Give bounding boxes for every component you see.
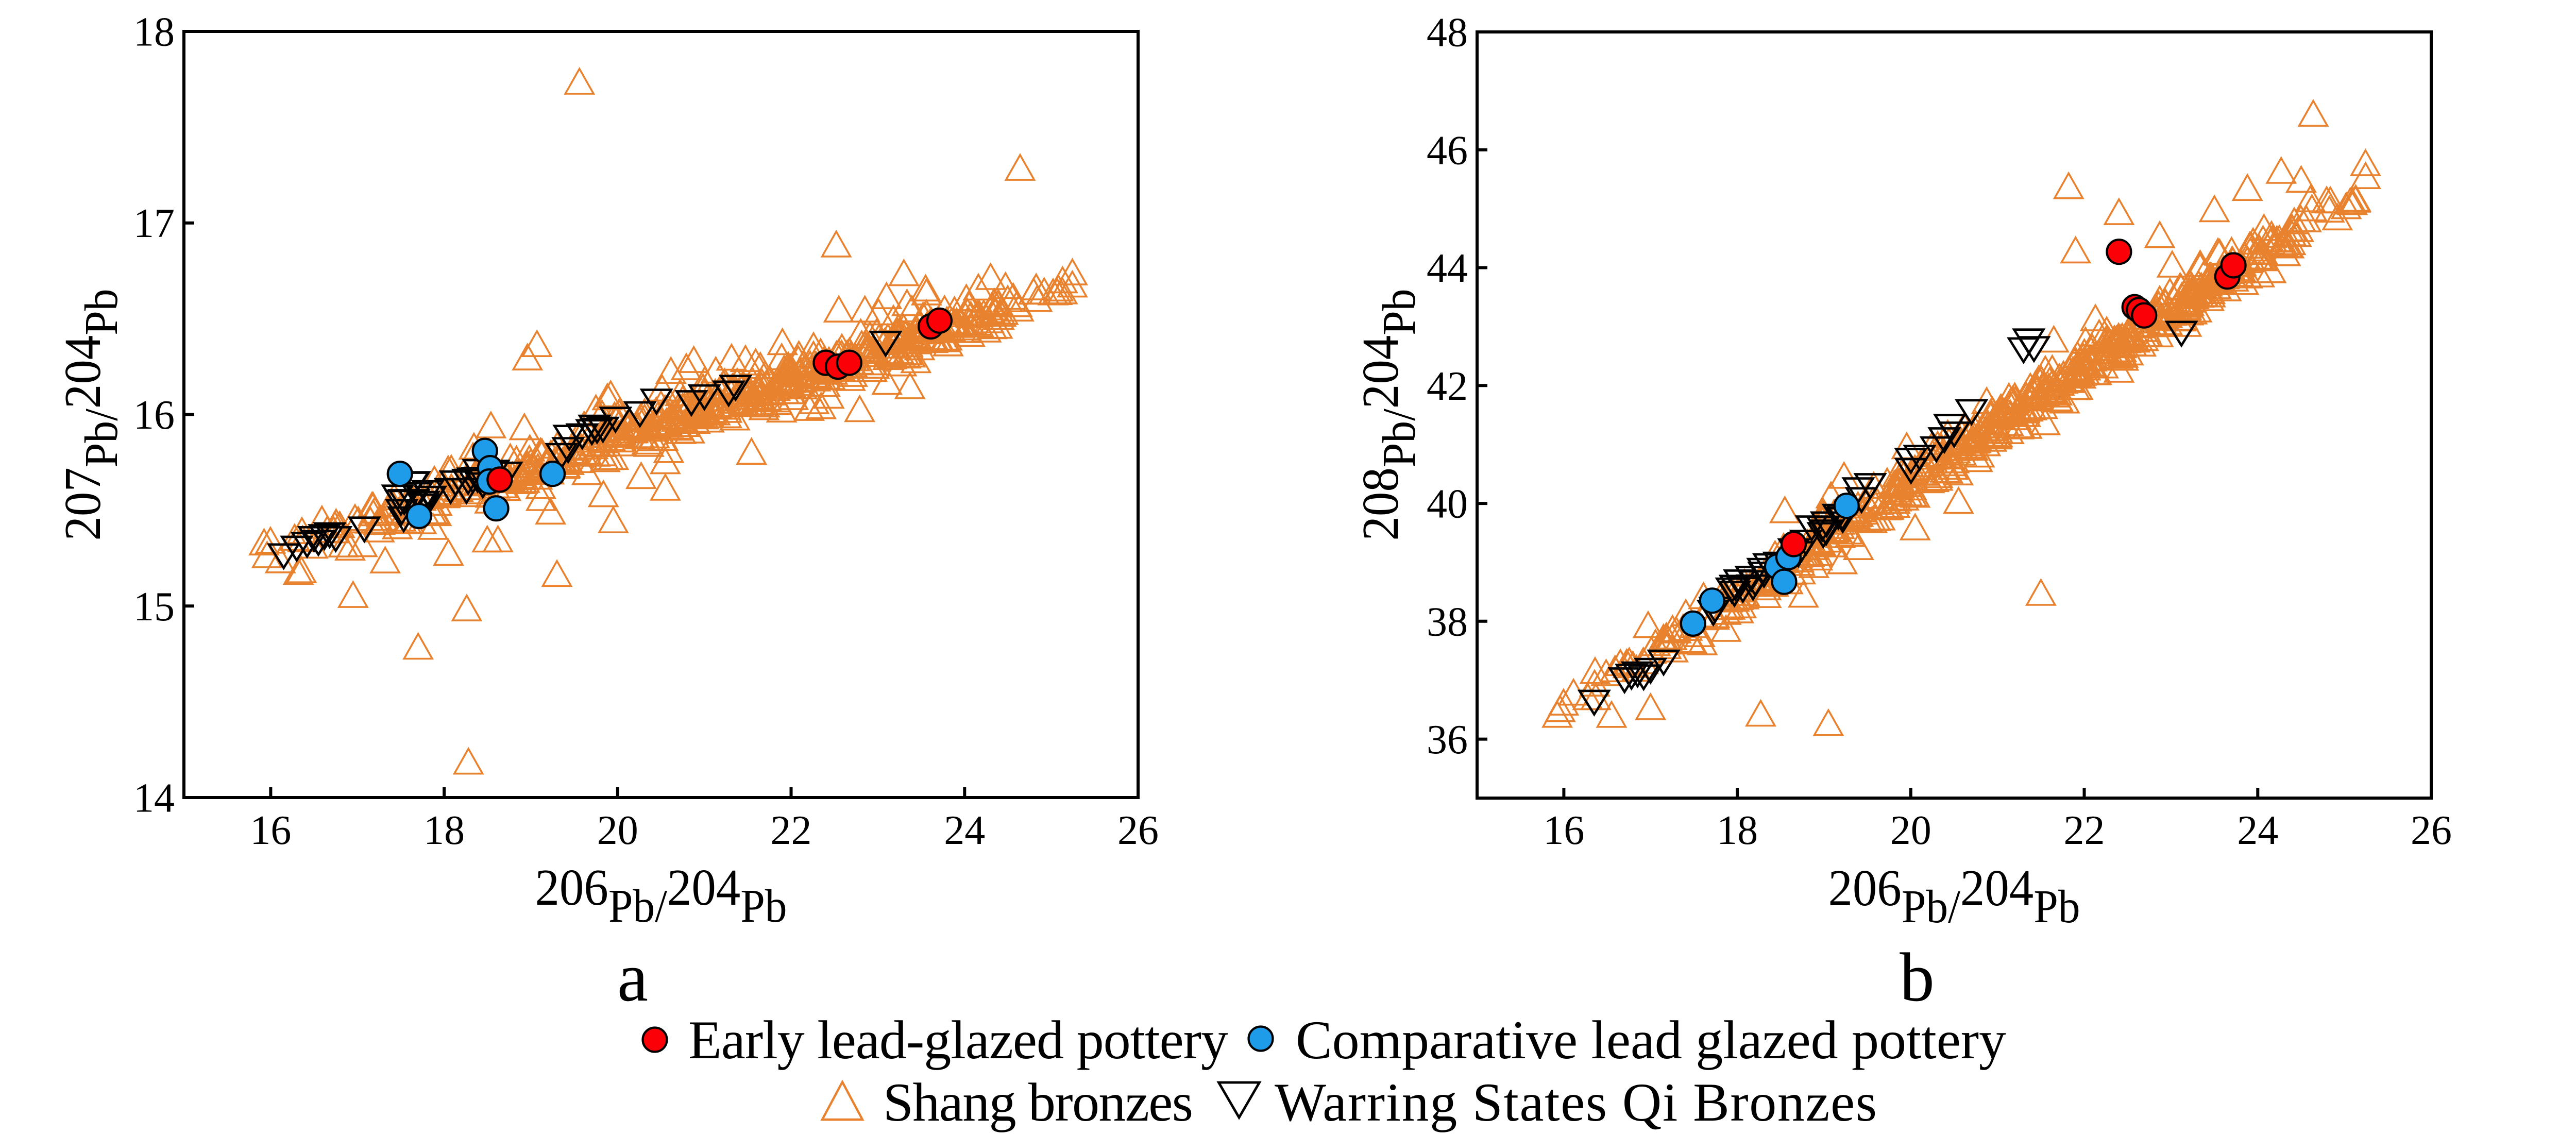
svg-text:20: 20 [597,808,638,853]
svg-text:26: 26 [2411,808,2452,853]
svg-text:22: 22 [2064,808,2105,853]
svg-text:44: 44 [1427,246,1468,291]
svg-text:17: 17 [133,201,175,246]
svg-text:42: 42 [1427,364,1468,409]
svg-text:206Pb/204Pb: 206Pb/204Pb [1828,859,2080,933]
svg-text:Shang bronzes: Shang bronzes [883,1072,1193,1132]
svg-text:15: 15 [133,584,175,630]
svg-text:26: 26 [1117,808,1159,853]
svg-text:Comparative lead glazed potter: Comparative lead glazed pottery [1296,1010,2006,1070]
svg-text:48: 48 [1427,10,1468,56]
svg-text:207Pb/204Pb: 207Pb/204Pb [54,289,127,540]
svg-text:40: 40 [1427,482,1468,527]
svg-text:18: 18 [1717,808,1758,853]
svg-text:18: 18 [133,10,175,55]
svg-text:46: 46 [1427,128,1468,173]
svg-text:16: 16 [133,393,175,438]
svg-text:14: 14 [133,776,175,821]
svg-text:18: 18 [423,808,465,853]
svg-text:24: 24 [944,808,985,853]
svg-text:Warring States Qi Bronzes: Warring States Qi Bronzes [1275,1072,1877,1132]
svg-text:22: 22 [771,808,812,853]
svg-text:Early lead-glazed pottery: Early lead-glazed pottery [688,1010,1228,1070]
svg-text:24: 24 [2237,808,2278,853]
svg-text:206Pb/204Pb: 206Pb/204Pb [535,859,787,932]
svg-text:38: 38 [1427,599,1468,645]
svg-text:a: a [617,939,648,1016]
svg-text:16: 16 [250,808,291,853]
svg-text:16: 16 [1543,808,1584,853]
svg-text:b: b [1900,939,1935,1016]
svg-text:20: 20 [1890,808,1931,853]
svg-text:36: 36 [1427,717,1468,763]
svg-text:208Pb/204Pb: 208Pb/204Pb [1352,289,1425,540]
